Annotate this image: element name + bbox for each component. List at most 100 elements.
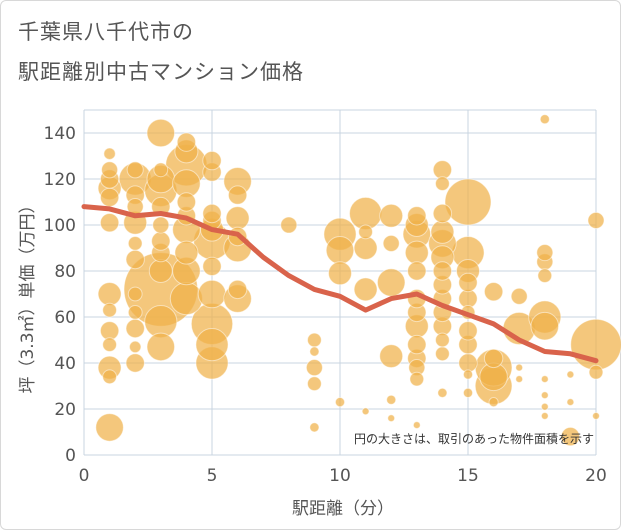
bubble-point: [227, 279, 248, 300]
bubble-point: [587, 211, 605, 229]
bubble-point: [432, 261, 453, 281]
bubble-point: [458, 272, 478, 293]
bubble-point: [382, 234, 400, 252]
bubble-point: [358, 224, 374, 240]
bubble-point: [325, 236, 355, 265]
bubble-point: [566, 398, 575, 407]
y-axis-ticks: 0 20 40 60 80 100 120 140: [44, 124, 76, 466]
bubble-point: [510, 287, 528, 305]
bubble-point: [530, 311, 560, 341]
y-tick-label: 0: [65, 446, 76, 466]
bubble-series: [95, 114, 621, 447]
bubble-point: [126, 161, 144, 179]
bubble-point: [537, 268, 553, 284]
x-tick-label: 10: [329, 466, 351, 486]
bubble-point: [328, 261, 352, 286]
bubble-point: [412, 421, 421, 430]
average-price-line: [81, 204, 599, 364]
bubble-point: [353, 277, 378, 302]
bubble-point: [169, 282, 203, 316]
bubble-point: [99, 187, 120, 208]
bubble-point: [458, 321, 478, 341]
bubble-point: [353, 236, 378, 260]
bubble-point: [202, 150, 222, 171]
bubble-point: [379, 344, 404, 369]
bubble-point: [409, 371, 425, 387]
bubble-point: [146, 118, 176, 148]
y-tick-label: 20: [54, 400, 76, 420]
bubble-point: [176, 192, 197, 212]
y-tick-label: 60: [54, 308, 76, 328]
bubble-point: [407, 334, 427, 355]
bubble-point: [540, 402, 549, 411]
bubble-point: [225, 206, 250, 231]
bubble-point: [404, 240, 429, 265]
bubble-point: [407, 261, 427, 281]
chart-title-line2: 駅距離別中古マンション価格: [18, 60, 304, 84]
bubble-point: [103, 147, 116, 160]
bubble-point: [539, 114, 550, 125]
bubble-point: [309, 422, 320, 433]
y-tick-label: 120: [44, 170, 76, 190]
bubble-point: [361, 407, 370, 416]
bubble-point: [435, 332, 450, 348]
bubble-point: [176, 132, 197, 152]
bubble-point: [127, 286, 143, 302]
bubble-point: [566, 370, 575, 379]
x-tick-label: 5: [207, 466, 218, 486]
x-axis-label: 駅距離（分）: [292, 499, 394, 519]
bubble-point: [560, 426, 581, 447]
y-axis-label: 坪（3.3㎡）単価（万円）: [18, 196, 38, 393]
bubble-point: [280, 216, 298, 234]
chart-title-line1: 千葉県八千代市の: [18, 20, 194, 44]
bubble-point: [125, 353, 145, 373]
bubble-point: [127, 236, 143, 251]
bubble-point: [101, 161, 119, 179]
bubble-point: [95, 413, 124, 442]
bubble-point: [148, 259, 173, 283]
size-legend-note: 円の大きさは、取引のあった物件面積を示す: [354, 431, 594, 446]
bubble-point: [202, 256, 222, 277]
bubble-point: [195, 328, 229, 362]
bubble-point: [102, 369, 117, 385]
bubble-point: [588, 364, 604, 380]
bubble-point: [202, 203, 222, 224]
bubble-point: [102, 302, 117, 318]
bubble-point: [334, 397, 346, 408]
bubble-point: [515, 363, 524, 372]
bubble-point: [307, 376, 322, 392]
x-tick-label: 20: [585, 466, 607, 486]
bubble-point: [307, 332, 322, 348]
bubble-point: [128, 340, 142, 354]
bubble-point: [152, 216, 170, 234]
bubble-point: [99, 213, 120, 233]
bubble-point: [437, 387, 448, 398]
bubble-point: [151, 231, 171, 251]
bubble-point: [515, 375, 524, 384]
bubble-point: [146, 332, 176, 362]
bubble-point: [540, 411, 549, 420]
bubble-point: [430, 219, 455, 244]
bubble-point: [462, 369, 474, 380]
bubble-point: [379, 203, 404, 228]
bubble-point: [435, 176, 450, 192]
bubble-point: [462, 387, 474, 398]
bubble-point: [97, 282, 122, 306]
bubble-point: [483, 348, 504, 369]
bubble-point: [592, 411, 600, 420]
x-axis-ticks: 0 5 10 15 20: [79, 466, 607, 486]
bubble-point: [488, 397, 499, 408]
bubble-point: [387, 414, 396, 423]
bubble-point: [386, 394, 397, 405]
x-tick-label: 15: [457, 466, 479, 486]
bubble-point: [127, 305, 143, 320]
bubble-point: [435, 346, 450, 362]
bubble-point: [483, 282, 504, 302]
x-tick-label: 0: [79, 466, 90, 486]
y-tick-label: 40: [54, 354, 76, 374]
bubble-point: [407, 206, 427, 226]
y-tick-label: 80: [54, 262, 76, 282]
bubble-point: [227, 185, 248, 205]
